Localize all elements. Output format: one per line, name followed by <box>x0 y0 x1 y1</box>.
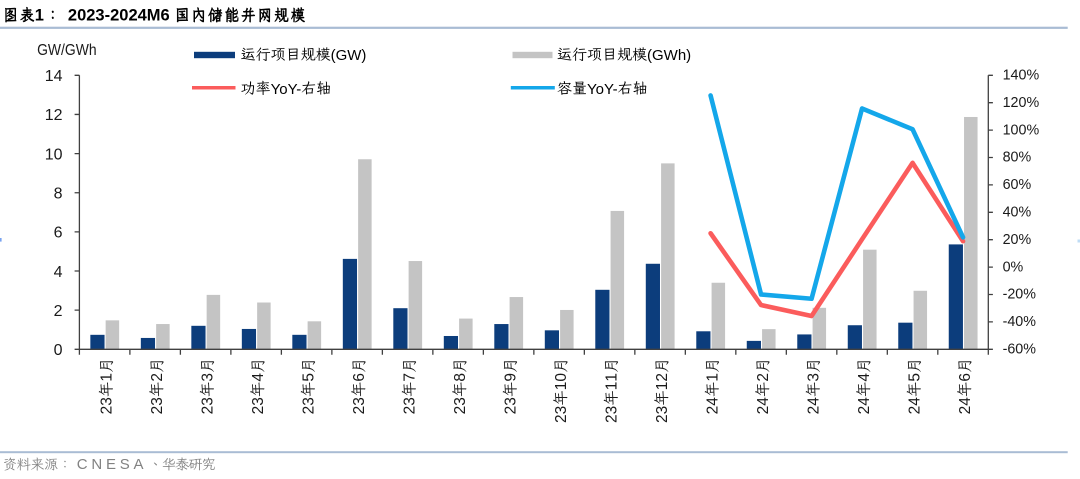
svg-text:4: 4 <box>755 397 772 406</box>
svg-text:(GWh): (GWh) <box>647 47 691 64</box>
svg-text:3: 3 <box>199 397 216 406</box>
svg-text:0%: 0% <box>1003 259 1024 275</box>
svg-text:3: 3 <box>149 397 166 406</box>
svg-text:20%: 20% <box>1003 232 1032 248</box>
svg-text:GW/GWh: GW/GWh <box>37 42 97 59</box>
svg-text:3: 3 <box>654 406 671 415</box>
svg-text:8: 8 <box>54 186 63 203</box>
svg-text:2: 2 <box>250 406 267 415</box>
svg-text:3: 3 <box>401 397 418 406</box>
svg-text:YoY-: YoY- <box>271 81 302 98</box>
svg-text:2: 2 <box>856 406 873 415</box>
svg-text:4: 4 <box>856 373 873 382</box>
svg-text:2: 2 <box>149 406 166 415</box>
svg-text:4: 4 <box>250 373 267 382</box>
svg-text:-40%: -40% <box>1003 314 1037 330</box>
svg-text:1: 1 <box>704 373 721 382</box>
svg-text:CNESA: CNESA <box>77 456 148 473</box>
svg-text:5: 5 <box>300 373 317 382</box>
svg-text:2: 2 <box>502 406 519 415</box>
svg-text:1: 1 <box>603 382 620 391</box>
svg-text:1: 1 <box>35 7 44 25</box>
svg-text:3: 3 <box>553 406 570 415</box>
svg-text:-20%: -20% <box>1003 287 1037 303</box>
svg-text:120%: 120% <box>1003 95 1040 111</box>
svg-text:2: 2 <box>906 406 923 415</box>
svg-text:4: 4 <box>957 397 974 406</box>
svg-text:6: 6 <box>54 225 63 242</box>
svg-text:3: 3 <box>805 373 822 382</box>
svg-text:0: 0 <box>54 342 63 359</box>
svg-text:3: 3 <box>300 397 317 406</box>
svg-text:2: 2 <box>401 406 418 415</box>
svg-text:2: 2 <box>704 406 721 415</box>
svg-text:1: 1 <box>654 382 671 391</box>
svg-text:2: 2 <box>654 373 671 382</box>
svg-text:4: 4 <box>704 397 721 406</box>
svg-text:1: 1 <box>603 373 620 382</box>
svg-text:3: 3 <box>98 397 115 406</box>
svg-text:(GW): (GW) <box>331 47 367 64</box>
svg-text:-60%: -60% <box>1003 342 1037 358</box>
svg-text:2: 2 <box>452 406 469 415</box>
svg-text:14: 14 <box>45 68 63 85</box>
svg-text:2: 2 <box>553 414 570 423</box>
svg-text:60%: 60% <box>1003 177 1032 193</box>
svg-text:4: 4 <box>856 397 873 406</box>
svg-text:2: 2 <box>755 406 772 415</box>
svg-text:2: 2 <box>654 414 671 423</box>
svg-text:1: 1 <box>98 373 115 382</box>
svg-text:2023-2024M6: 2023-2024M6 <box>68 7 170 25</box>
svg-text:9: 9 <box>502 373 519 382</box>
svg-text:2: 2 <box>755 373 772 382</box>
svg-text:12: 12 <box>45 107 63 124</box>
svg-text:4: 4 <box>906 397 923 406</box>
svg-text:2: 2 <box>805 406 822 415</box>
svg-text:4: 4 <box>805 397 822 406</box>
svg-text:100%: 100% <box>1003 122 1040 138</box>
svg-text:40%: 40% <box>1003 205 1032 221</box>
svg-text:6: 6 <box>957 373 974 382</box>
svg-text:7: 7 <box>401 373 418 382</box>
svg-text:3: 3 <box>250 397 267 406</box>
svg-text:2: 2 <box>98 406 115 415</box>
svg-text:3: 3 <box>351 397 368 406</box>
svg-text:2: 2 <box>957 406 974 415</box>
svg-text:5: 5 <box>906 373 923 382</box>
svg-text:2: 2 <box>199 406 216 415</box>
svg-text:2: 2 <box>54 303 63 320</box>
svg-text:4: 4 <box>54 264 63 281</box>
svg-text:3: 3 <box>502 397 519 406</box>
svg-text:1: 1 <box>553 382 570 391</box>
svg-text:3: 3 <box>452 397 469 406</box>
svg-text:3: 3 <box>199 373 216 382</box>
svg-text:3: 3 <box>603 406 620 415</box>
svg-text:2: 2 <box>149 373 166 382</box>
svg-text:YoY-: YoY- <box>587 81 618 98</box>
svg-text:6: 6 <box>351 373 368 382</box>
svg-text:0: 0 <box>553 373 570 382</box>
svg-text:2: 2 <box>300 406 317 415</box>
svg-text:140%: 140% <box>1003 68 1040 84</box>
svg-text:10: 10 <box>45 146 63 163</box>
svg-text:2: 2 <box>351 406 368 415</box>
svg-text:2: 2 <box>603 414 620 423</box>
svg-text:8: 8 <box>452 373 469 382</box>
svg-text:80%: 80% <box>1003 150 1032 166</box>
